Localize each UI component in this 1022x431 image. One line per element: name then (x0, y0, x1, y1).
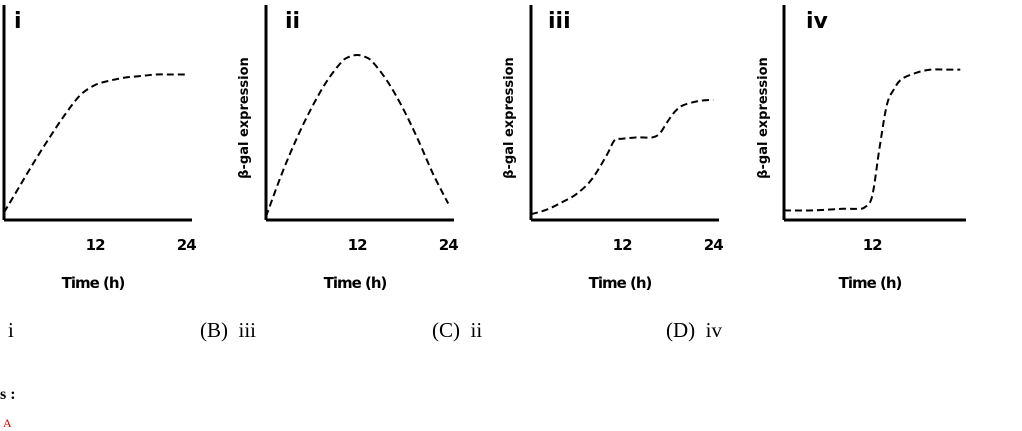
panel-i: i 12 24 Time (h) (2, 5, 197, 292)
answer-value: A (3, 416, 12, 430)
series-line (783, 68, 961, 212)
x-tick-label: 12 (86, 236, 105, 254)
x-axis-label: Time (h) (62, 274, 125, 292)
x-tick-label: 24 (177, 236, 196, 254)
x-tick-label: 24 (439, 236, 458, 254)
x-axis-label: Time (h) (324, 274, 387, 292)
series-line (3, 73, 187, 214)
y-axis-label: β-gal expression (237, 57, 252, 179)
option-a[interactable]: i (8, 318, 14, 342)
y-axis-label: β-gal expression (502, 57, 517, 179)
x-tick-label: 12 (348, 236, 367, 254)
x-axis-label: Time (h) (839, 274, 902, 292)
x-tick-label: 12 (863, 236, 882, 254)
option-d[interactable]: (D) iv (666, 318, 722, 342)
answers-label: s : (0, 386, 16, 403)
panel-label: iv (806, 9, 829, 34)
x-tick-label: 12 (613, 236, 632, 254)
panel-ii: ii β-gal expression 12 24 Time (h) (237, 5, 459, 292)
panel-label: i (14, 9, 22, 34)
panel-label: ii (285, 9, 300, 34)
chart-figure: i 12 24 Time (h) ii β-gal expression 12 24 Time … (2, 5, 966, 292)
panel-iv: iv β-gal expression 12 Time (h) (756, 5, 966, 292)
panel-iii: iii β-gal expression 12 24 Time (h) (502, 5, 724, 292)
x-tick-label: 24 (704, 236, 723, 254)
x-axis-label: Time (h) (589, 274, 652, 292)
panel-label: iii (548, 9, 571, 34)
series-line (265, 53, 450, 218)
option-c[interactable]: (C) ii (432, 318, 483, 342)
y-axis-label: β-gal expression (756, 57, 771, 179)
option-b[interactable]: (B) iii (200, 318, 256, 342)
series-line (530, 98, 714, 216)
